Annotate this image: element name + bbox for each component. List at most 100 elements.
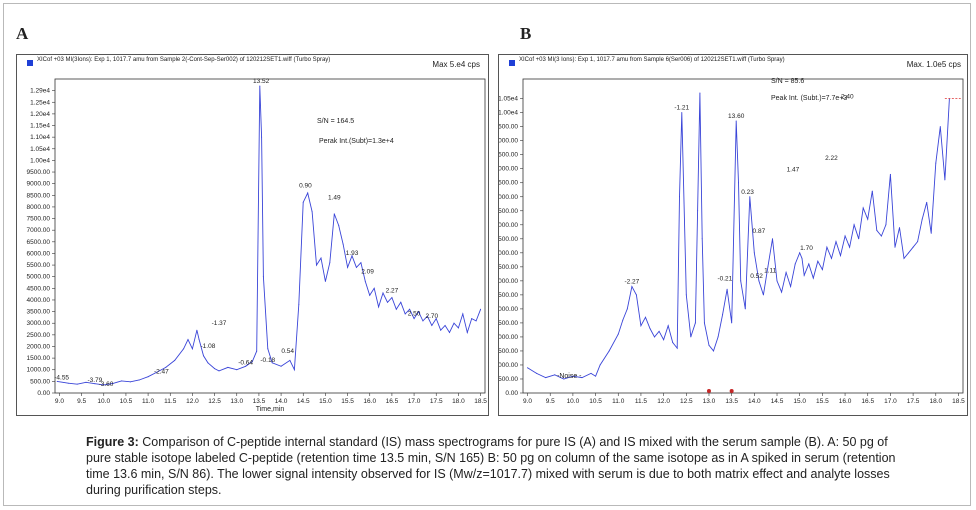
data-point xyxy=(722,314,724,315)
data-point xyxy=(644,316,646,318)
peak-label: 0.52 xyxy=(750,273,763,280)
data-point xyxy=(640,325,642,327)
y-tick-label: 1500.00 xyxy=(499,348,518,355)
x-tick-label: 11.0 xyxy=(142,398,155,405)
data-point xyxy=(917,241,919,243)
data-point xyxy=(790,285,792,287)
data-point xyxy=(418,311,420,313)
data-point xyxy=(871,190,873,192)
data-point xyxy=(599,364,601,366)
data-point xyxy=(85,381,87,383)
sn-annotation: S/N = 164.5 xyxy=(317,118,354,125)
data-point xyxy=(409,308,411,310)
x-tick-label: 11.5 xyxy=(164,398,177,405)
data-point xyxy=(138,379,140,381)
x-tick-label: 13.0 xyxy=(230,398,243,405)
data-point xyxy=(316,264,318,266)
data-point xyxy=(812,277,814,279)
marker-dot xyxy=(706,389,711,393)
caption-label: Figure 3: xyxy=(86,435,139,449)
y-tick-label: 9000.00 xyxy=(27,181,51,188)
data-point xyxy=(708,344,710,346)
panel-a-max-label: Max 5.e4 cps xyxy=(432,60,480,69)
x-tick-label: 17.0 xyxy=(884,398,897,405)
data-point xyxy=(889,173,891,175)
data-point xyxy=(753,252,755,254)
data-point xyxy=(935,162,937,164)
data-point xyxy=(56,380,58,382)
y-tick-label: 5500.00 xyxy=(499,236,518,243)
data-point xyxy=(617,333,619,335)
data-point xyxy=(156,371,158,373)
data-point xyxy=(413,318,415,320)
x-tick-label: 11.5 xyxy=(635,398,648,405)
data-point xyxy=(245,365,247,367)
peak-label: -1.08 xyxy=(201,343,216,350)
x-tick-label: 14.5 xyxy=(297,398,310,405)
data-point xyxy=(731,322,733,324)
x-tick-label: 10.5 xyxy=(120,398,133,405)
data-point xyxy=(280,365,282,367)
data-point xyxy=(203,355,205,357)
peak-label: -2.47 xyxy=(154,369,169,376)
y-tick-label: 4500.00 xyxy=(27,285,51,292)
y-tick-label: 3000.00 xyxy=(27,320,51,327)
data-point xyxy=(480,308,482,310)
peak-label: -2.27 xyxy=(624,278,639,285)
data-point xyxy=(395,308,397,310)
chart-b-svg: 0.00 500.00 1000.00 1500.00 2000.00 2500.00 30… xyxy=(499,78,965,405)
x-tick-label: 13.5 xyxy=(725,398,738,405)
data-point xyxy=(351,255,353,257)
peak-label: 0.23 xyxy=(741,189,754,196)
data-point xyxy=(554,374,556,376)
peak-label: 1.49 xyxy=(328,194,341,201)
peak-label: 1.11 xyxy=(764,267,777,274)
data-point xyxy=(444,325,446,327)
data-point xyxy=(744,308,746,310)
x-tick-label: 15.0 xyxy=(793,398,806,405)
data-point xyxy=(187,339,189,341)
y-tick-label: 7500.00 xyxy=(27,216,51,223)
data-point xyxy=(622,319,624,321)
data-point xyxy=(581,377,583,379)
data-point xyxy=(400,301,402,303)
peak-label: 1.47 xyxy=(787,166,800,173)
y-tick-label: 4000.00 xyxy=(499,278,518,285)
y-tick-label: 1500.00 xyxy=(27,355,51,362)
data-point xyxy=(256,350,258,352)
data-point xyxy=(595,375,597,377)
data-point xyxy=(129,381,131,383)
x-tick-label: 15.0 xyxy=(319,398,332,405)
data-point xyxy=(667,325,669,327)
data-point xyxy=(726,288,728,290)
y-tick-label: 3000.00 xyxy=(499,306,518,313)
data-point xyxy=(849,246,851,248)
data-point xyxy=(844,235,846,237)
data-point xyxy=(259,85,261,87)
y-tick-label: 7000.00 xyxy=(499,194,518,201)
y-tick-label: 9500.00 xyxy=(27,169,51,176)
data-point xyxy=(378,306,380,308)
panel-a-letter: A xyxy=(16,24,29,43)
data-point xyxy=(631,285,633,287)
data-point xyxy=(697,210,699,212)
x-tick-label: 12.5 xyxy=(680,398,693,405)
data-point xyxy=(262,276,264,278)
data-point xyxy=(293,369,295,371)
y-tick-label: 8500.00 xyxy=(27,192,51,199)
y-tick-label: 1.05e4 xyxy=(499,96,518,103)
data-point xyxy=(663,339,665,341)
data-point xyxy=(799,252,801,254)
peak-label: 2.27 xyxy=(386,287,399,294)
data-point xyxy=(749,196,751,198)
x-tick-label: 18.0 xyxy=(929,398,942,405)
peak-label: -3.60 xyxy=(99,381,114,388)
x-tick-label: 15.5 xyxy=(816,398,829,405)
x-tick-label: 16.0 xyxy=(839,398,852,405)
data-point xyxy=(302,201,304,203)
data-point xyxy=(794,263,796,265)
data-point xyxy=(885,224,887,226)
data-point xyxy=(355,266,357,268)
x-tick-label: 14.0 xyxy=(748,398,761,405)
y-tick-label: 500.00 xyxy=(30,378,50,385)
